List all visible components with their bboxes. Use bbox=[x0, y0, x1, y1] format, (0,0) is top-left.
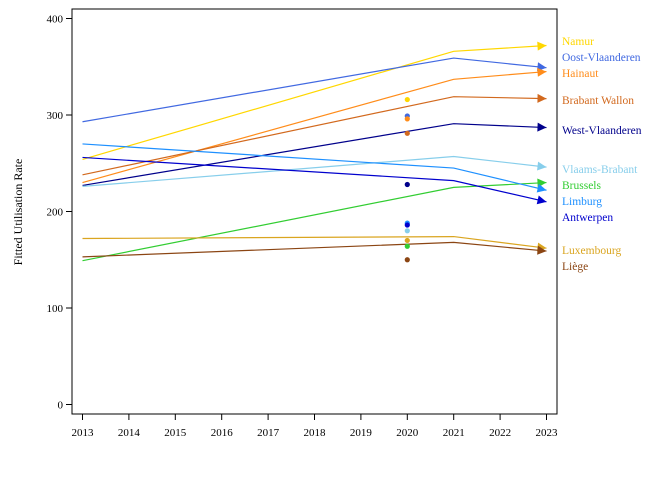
series-line bbox=[82, 181, 547, 262]
series-line bbox=[82, 235, 547, 249]
series-label: Oost-Vlaanderen bbox=[562, 52, 641, 64]
series-line bbox=[82, 96, 547, 176]
series-line bbox=[82, 241, 547, 258]
series-arrowhead bbox=[536, 195, 547, 205]
y-tick-label: 200 bbox=[47, 207, 64, 219]
x-tick-label: 2020 bbox=[396, 427, 419, 439]
series-arrowhead bbox=[537, 122, 547, 132]
y-tick-label: 0 bbox=[58, 400, 64, 412]
x-axis: 2013 2014 2015 2016 2017 2018 2019 2020 2021 2022… bbox=[72, 414, 559, 439]
series-line bbox=[82, 155, 547, 188]
series-arrowhead bbox=[536, 183, 547, 193]
plot-frame bbox=[71, 8, 558, 415]
series-labels: Namur Oost-Vlaanderen Hainaut Brabant Wallo… bbox=[562, 36, 642, 273]
series-arrowhead bbox=[537, 161, 547, 171]
series-point-2020 bbox=[404, 257, 410, 263]
series-line bbox=[82, 70, 547, 184]
y-axis-title: Fitted Utilisation Rate bbox=[11, 159, 25, 266]
series-line bbox=[82, 143, 547, 191]
series-point-2020 bbox=[404, 130, 410, 136]
series-arrowhead bbox=[537, 41, 547, 51]
y-tick-label: 300 bbox=[47, 110, 64, 122]
series-label: Vlaams-Brabant bbox=[562, 164, 638, 176]
series-point-2020 bbox=[404, 237, 410, 244]
series-lines bbox=[82, 41, 547, 262]
series-line bbox=[82, 123, 547, 187]
series-label: Luxembourg bbox=[562, 245, 621, 257]
x-tick-label: 2014 bbox=[118, 427, 141, 439]
series-label: Liège bbox=[562, 261, 588, 273]
series-point-2020 bbox=[404, 181, 410, 188]
series-arrowhead bbox=[537, 245, 547, 255]
x-tick-label: 2013 bbox=[72, 427, 95, 439]
series-label: Brabant Wallon bbox=[562, 95, 634, 107]
series-label: Limburg bbox=[562, 196, 602, 208]
series-point-2020 bbox=[404, 228, 410, 234]
series-point-2020 bbox=[404, 243, 410, 249]
series-label: Hainaut bbox=[562, 68, 599, 80]
x-tick-label: 2015 bbox=[164, 427, 187, 439]
series-line bbox=[82, 44, 547, 160]
series-label: Brussels bbox=[562, 180, 602, 192]
series-point-2020 bbox=[404, 96, 410, 103]
series-label: Antwerpen bbox=[562, 212, 613, 224]
y-tick-label: 100 bbox=[47, 303, 64, 315]
series-point-2020 bbox=[404, 116, 410, 122]
x-tick-label: 2019 bbox=[350, 427, 373, 439]
x-tick-label: 2021 bbox=[443, 427, 465, 439]
x-tick-label: 2016 bbox=[211, 427, 234, 439]
series-point-2020 bbox=[404, 222, 410, 228]
series-line bbox=[82, 57, 547, 123]
y-axis: 0 100 200 300 400 bbox=[47, 14, 72, 412]
series-arrowhead bbox=[537, 93, 547, 103]
x-tick-label: 2022 bbox=[489, 427, 511, 439]
x-tick-label: 2017 bbox=[257, 427, 280, 439]
x-tick-label: 2023 bbox=[536, 427, 559, 439]
series-points-2020 bbox=[404, 96, 410, 263]
series-label: Namur bbox=[562, 36, 594, 48]
x-tick-label: 2018 bbox=[304, 427, 327, 439]
series-arrowhead bbox=[537, 67, 547, 77]
series-label: West-Vlaanderen bbox=[562, 125, 642, 137]
series-line bbox=[82, 156, 547, 203]
y-tick-label: 400 bbox=[47, 14, 64, 26]
